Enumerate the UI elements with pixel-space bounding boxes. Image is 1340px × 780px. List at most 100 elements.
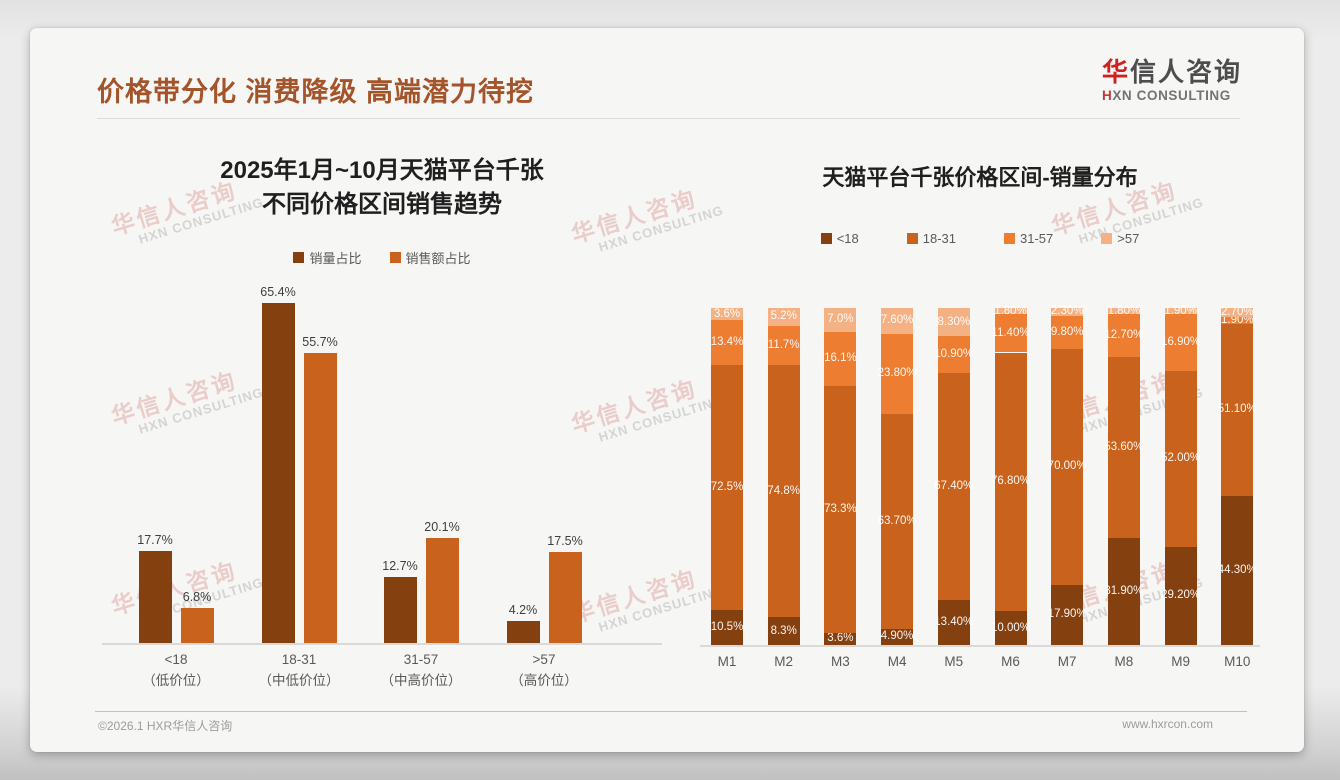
bar-value-label: 20.1% [424, 520, 460, 535]
bar [180, 607, 214, 643]
segment-value-label: 9.80% [1050, 325, 1084, 338]
bar-segment [1107, 356, 1140, 538]
legend-item: >57 [1101, 231, 1139, 246]
bar-segment [881, 333, 914, 414]
bar-value-label: 6.8% [182, 589, 212, 604]
segment-value-label: 5.2% [770, 310, 797, 323]
segment-value-label: 3.6% [713, 307, 741, 320]
category-label-line1: 18-31 [281, 652, 317, 667]
bar [261, 302, 295, 643]
month-label: M5 [944, 654, 964, 669]
segment-value-label: 23.80% [877, 367, 917, 380]
legend-item: 18-31 [906, 231, 956, 246]
month-label: M4 [887, 654, 907, 669]
segment-value-label: 31.90% [1104, 584, 1144, 597]
bar [383, 576, 417, 643]
segment-value-label: 13.40% [934, 615, 974, 628]
category-label-line1: <18 [164, 652, 188, 667]
bar-segment [1051, 584, 1084, 645]
segment-value-label: 2.30% [1050, 305, 1084, 318]
footer-website: www.hxrcon.com [1122, 717, 1213, 731]
segment-value-label: 12.70% [1104, 328, 1144, 341]
bar-segment [994, 314, 1027, 353]
category-label-line2: （高价位） [510, 672, 578, 688]
segment-value-label: 10.90% [934, 347, 974, 360]
bar-segment [937, 599, 970, 645]
bar-segment [1164, 314, 1197, 372]
segment-value-label: 70.00% [1047, 460, 1087, 473]
category-label-line2: （中低价位） [258, 672, 340, 688]
month-label: M10 [1224, 654, 1251, 669]
bar-segment [1051, 315, 1084, 349]
legend-label: >57 [1117, 231, 1140, 246]
bar-segment [994, 308, 1027, 315]
bar-segment [937, 336, 970, 373]
bar-segment [824, 632, 857, 645]
segment-value-label: 7.0% [827, 313, 854, 326]
legend-item: <18 [820, 231, 859, 246]
bar-segment [1164, 546, 1197, 645]
footer-divider [95, 711, 1247, 712]
legend-label: <18 [836, 231, 859, 246]
segment-value-label: 67.40% [934, 479, 974, 492]
segment-value-label: 13.4% [710, 336, 744, 349]
legend-swatch [1004, 233, 1015, 244]
segment-value-label: 16.90% [1161, 336, 1201, 349]
segment-value-label: 2.70% [1220, 306, 1254, 319]
bar [303, 353, 337, 643]
month-label: M8 [1114, 654, 1134, 669]
logo-cn-text: 华信人咨询 [1102, 58, 1242, 87]
bar-segment [824, 308, 857, 332]
segment-value-label: 3.6% [827, 632, 854, 645]
legend-item: 销量占比 [293, 248, 362, 267]
logo-cn-rest: 信人咨询 [1129, 57, 1242, 87]
legend-item: 31-57 [1004, 231, 1053, 246]
bar-segment [1221, 495, 1254, 645]
right-chart-title: 天猫平台千张价格区间-销量分布 [822, 165, 1138, 190]
bar-segment [1221, 317, 1254, 324]
segment-value-label: 74.8% [767, 484, 800, 497]
category-label: 18-31 （中低价位） [224, 650, 374, 692]
bar-value-label: 17.5% [547, 534, 583, 548]
bar-segment [1221, 308, 1254, 318]
segment-value-label: 73.3% [824, 502, 857, 515]
month-label: M2 [774, 654, 794, 669]
segment-value-label: 1.80% [994, 304, 1027, 317]
bar-segment [767, 364, 800, 618]
bar-segment [1164, 371, 1197, 547]
legend-swatch [820, 233, 832, 244]
category-label-line1: >57 [532, 652, 556, 667]
bar-value-label: 12.7% [382, 558, 418, 573]
bar-value-label: 65.4% [260, 284, 296, 299]
bar-segment [711, 320, 743, 366]
logo-cn-first-char: 华 [1101, 57, 1130, 87]
segment-value-label: 29.20% [1161, 589, 1201, 602]
segment-value-label: 10.00% [990, 621, 1030, 634]
left-chart-legend: 销量占比 销售额占比 [102, 248, 662, 267]
segment-value-label: 11.7% [767, 338, 800, 351]
bar [138, 550, 172, 643]
segment-value-label: 1.80% [1107, 304, 1141, 317]
bar-segment [937, 372, 970, 600]
segment-value-label: 4.90% [880, 630, 914, 643]
month-label: M3 [831, 654, 850, 669]
left-chart-title-line2: 不同价格区间销售趋势 [262, 190, 502, 218]
footer-copyright: ©2026.1 HXR华信人咨询 [98, 719, 233, 733]
left-chart-title: 2025年1月~10月天猫平台千张 不同价格区间销售趋势 [102, 154, 662, 221]
bar-segment [711, 308, 743, 321]
logo-en-text: HXN CONSULTING [1102, 88, 1242, 103]
month-label: M6 [1001, 654, 1020, 669]
legend-label: 18-31 [922, 231, 956, 246]
bar [506, 621, 540, 643]
legend-swatch [1101, 233, 1113, 244]
right-chart-plot: 10.5% 72.5% 13.4% 3.6% M1 8.3% 74.8% 11.7% 5.2% M… [700, 305, 1260, 669]
legend-swatch [906, 233, 918, 244]
logo-en-first-char: H [1101, 87, 1113, 103]
page-title: 价格带分化 消费降级 高端潜力待挖 [97, 77, 535, 107]
bar-segment [824, 331, 857, 386]
segment-value-label: 51.10% [1217, 403, 1257, 416]
category-label: >57 （高价位） [469, 650, 619, 692]
slide: 华信人咨询 HXN CONSULTING 华信人咨询 HXN CONSULTING 华信… [30, 28, 1304, 752]
segment-value-label: 10.5% [710, 620, 744, 633]
category-label-line1: 31-57 [403, 652, 439, 667]
